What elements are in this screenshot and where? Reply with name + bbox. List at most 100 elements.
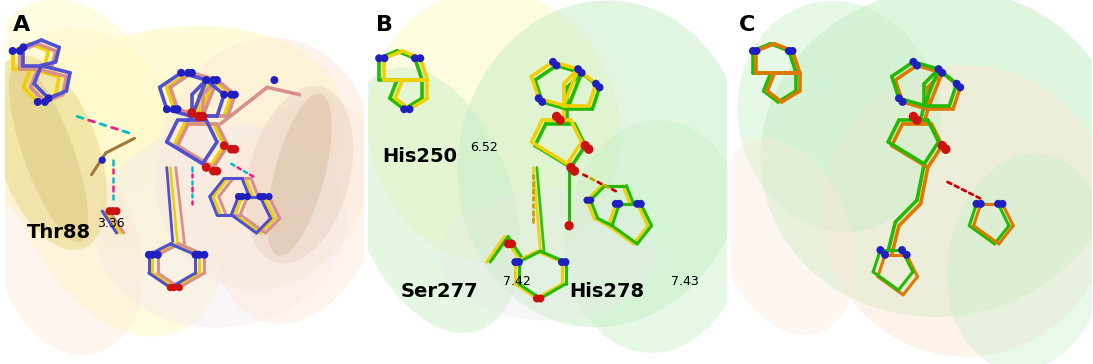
Circle shape <box>149 251 156 259</box>
Text: Thr88: Thr88 <box>27 223 91 242</box>
Circle shape <box>938 69 947 77</box>
Circle shape <box>555 115 565 125</box>
Circle shape <box>578 69 586 77</box>
Ellipse shape <box>738 1 941 232</box>
Ellipse shape <box>821 66 1093 357</box>
Circle shape <box>400 105 408 113</box>
Circle shape <box>752 47 761 55</box>
Circle shape <box>533 294 541 302</box>
Text: A: A <box>13 15 30 35</box>
Circle shape <box>584 145 593 154</box>
Circle shape <box>231 91 239 99</box>
Circle shape <box>202 163 211 172</box>
Circle shape <box>235 193 242 200</box>
Text: His278: His278 <box>569 282 644 301</box>
Text: C: C <box>739 15 755 35</box>
Circle shape <box>171 105 178 113</box>
Circle shape <box>185 69 192 77</box>
Text: 6.52: 6.52 <box>470 141 498 154</box>
Circle shape <box>587 197 595 204</box>
Circle shape <box>406 105 413 113</box>
Circle shape <box>877 246 884 254</box>
Circle shape <box>973 200 980 208</box>
Circle shape <box>615 200 623 208</box>
Circle shape <box>9 47 16 55</box>
Circle shape <box>562 258 569 266</box>
Circle shape <box>913 115 921 125</box>
Circle shape <box>210 76 218 84</box>
Circle shape <box>592 80 600 88</box>
Circle shape <box>227 91 235 99</box>
Circle shape <box>174 105 181 113</box>
Circle shape <box>171 284 177 291</box>
Circle shape <box>999 200 1007 208</box>
Text: 3.36: 3.36 <box>97 217 125 230</box>
Circle shape <box>167 284 174 291</box>
Circle shape <box>941 145 951 154</box>
Circle shape <box>220 141 228 150</box>
Ellipse shape <box>215 98 384 324</box>
Circle shape <box>238 193 246 200</box>
Circle shape <box>553 62 561 70</box>
Ellipse shape <box>0 0 164 205</box>
Circle shape <box>209 167 218 175</box>
Circle shape <box>195 112 203 121</box>
Circle shape <box>227 145 236 154</box>
Circle shape <box>198 112 208 121</box>
Circle shape <box>220 91 228 99</box>
Circle shape <box>416 54 424 62</box>
Ellipse shape <box>715 138 856 335</box>
Circle shape <box>176 284 183 291</box>
Circle shape <box>411 54 419 62</box>
Circle shape <box>596 83 603 91</box>
Circle shape <box>154 251 162 259</box>
Circle shape <box>785 47 792 55</box>
Circle shape <box>908 112 918 121</box>
Circle shape <box>956 83 964 91</box>
Circle shape <box>40 98 49 106</box>
Circle shape <box>98 157 106 164</box>
Circle shape <box>913 62 921 70</box>
Circle shape <box>977 200 985 208</box>
Circle shape <box>538 98 546 106</box>
Circle shape <box>552 112 561 121</box>
Circle shape <box>16 47 24 55</box>
Circle shape <box>935 65 942 73</box>
Circle shape <box>380 54 388 62</box>
Circle shape <box>512 258 519 266</box>
Circle shape <box>191 251 199 259</box>
Circle shape <box>580 141 590 150</box>
Circle shape <box>903 251 910 259</box>
Ellipse shape <box>0 155 144 355</box>
Ellipse shape <box>95 123 345 328</box>
Circle shape <box>633 200 642 208</box>
Ellipse shape <box>440 189 655 320</box>
Ellipse shape <box>367 0 620 265</box>
Ellipse shape <box>0 26 344 250</box>
Circle shape <box>749 47 756 55</box>
Circle shape <box>564 221 574 230</box>
Circle shape <box>260 193 267 200</box>
Circle shape <box>113 207 120 215</box>
Text: 7.43: 7.43 <box>671 275 700 288</box>
Ellipse shape <box>457 0 745 327</box>
Circle shape <box>188 69 196 77</box>
Circle shape <box>20 43 27 51</box>
Circle shape <box>196 251 203 259</box>
Circle shape <box>559 258 566 266</box>
Circle shape <box>177 69 185 77</box>
Circle shape <box>898 98 906 106</box>
Ellipse shape <box>0 56 107 250</box>
Circle shape <box>109 207 117 215</box>
Circle shape <box>637 200 645 208</box>
Circle shape <box>938 141 947 150</box>
Circle shape <box>507 240 516 248</box>
Text: 7.42: 7.42 <box>503 275 530 288</box>
Circle shape <box>213 167 221 175</box>
Circle shape <box>202 76 210 84</box>
Circle shape <box>213 76 221 84</box>
Circle shape <box>953 80 961 88</box>
Ellipse shape <box>0 27 226 337</box>
Ellipse shape <box>345 67 520 333</box>
Circle shape <box>45 94 52 102</box>
